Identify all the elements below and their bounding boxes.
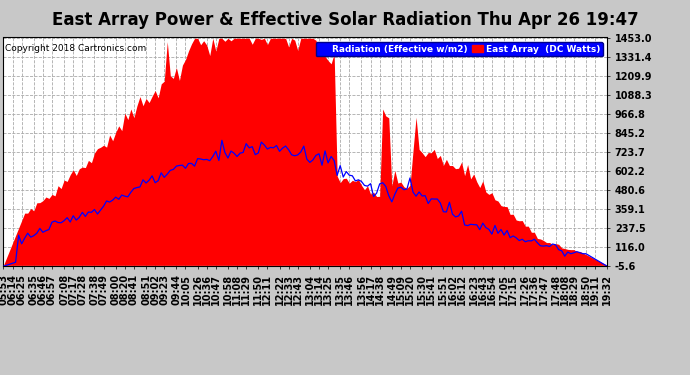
- Legend: Radiation (Effective w/m2), East Array  (DC Watts): Radiation (Effective w/m2), East Array (…: [315, 42, 602, 56]
- Text: East Array Power & Effective Solar Radiation Thu Apr 26 19:47: East Array Power & Effective Solar Radia…: [52, 11, 638, 29]
- Text: Copyright 2018 Cartronics.com: Copyright 2018 Cartronics.com: [5, 44, 146, 53]
